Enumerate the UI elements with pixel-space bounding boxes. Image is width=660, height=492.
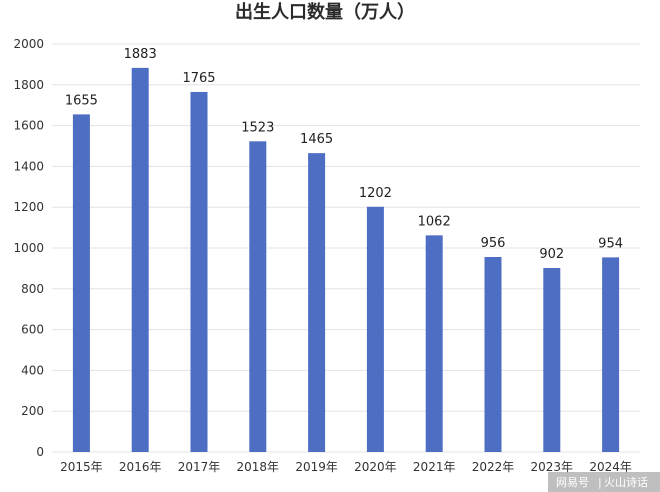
y-tick-label: 1000 <box>13 241 44 255</box>
y-tick-label: 0 <box>36 445 44 459</box>
watermark: 网易号 | 火山诗话 <box>548 472 660 492</box>
bar <box>543 267 561 452</box>
bar-value-label: 1202 <box>359 186 392 201</box>
x-tick-label: 2017年 <box>178 460 221 474</box>
y-tick-label: 1400 <box>13 159 44 173</box>
x-tick-label: 2018年 <box>237 460 280 474</box>
bar-value-label: 1523 <box>241 120 274 135</box>
x-tick-label: 2024年 <box>589 460 632 474</box>
y-tick-label: 1200 <box>13 200 44 214</box>
bar <box>308 153 326 452</box>
value-labels: 1655 1883 1765 1523 1465 1202 1062 956 902 954 <box>65 47 623 262</box>
y-tick-label: 1800 <box>13 78 44 92</box>
bar-value-label: 1655 <box>65 93 98 108</box>
watermark-divider: | <box>598 476 602 489</box>
bar <box>425 235 443 452</box>
bar <box>72 114 90 452</box>
x-axis: 2015年 2016年 2017年 2018年 2019年 2020年 2021年 2022年… <box>60 460 632 474</box>
bar <box>366 206 384 452</box>
x-tick-label: 2015年 <box>60 460 103 474</box>
x-tick-label: 2016年 <box>119 460 162 474</box>
y-tick-label: 600 <box>21 323 44 337</box>
x-tick-label: 2023年 <box>531 460 574 474</box>
watermark-author: 火山诗话 <box>604 475 648 489</box>
grid-lines <box>52 43 640 453</box>
bar <box>131 67 149 453</box>
y-tick-label: 1600 <box>13 119 44 133</box>
x-tick-label: 2022年 <box>472 460 515 474</box>
y-tick-label: 400 <box>21 363 44 377</box>
bar-value-label: 902 <box>539 247 564 262</box>
bar <box>190 91 208 452</box>
x-tick-label: 2020年 <box>354 460 397 474</box>
bar <box>484 256 502 452</box>
chart-title: 出生人口数量（万人） <box>235 1 415 23</box>
x-tick-label: 2021年 <box>413 460 456 474</box>
bar-value-label: 1883 <box>124 47 157 62</box>
x-tick-label: 2019年 <box>295 460 338 474</box>
watermark-source: 网易号 <box>556 476 589 489</box>
y-tick-label: 2000 <box>13 37 44 51</box>
bar-value-label: 1465 <box>300 132 333 147</box>
y-axis: 0 200 400 600 800 1000 1200 1400 1600 1800 2000 <box>13 37 44 459</box>
bar-value-label: 1765 <box>182 71 215 86</box>
y-tick-label: 800 <box>21 282 44 296</box>
bar-value-label: 1062 <box>418 214 451 229</box>
bar-value-label: 954 <box>598 236 623 251</box>
bar <box>602 257 620 452</box>
bar <box>249 141 267 453</box>
bars <box>72 67 620 453</box>
y-tick-label: 200 <box>21 404 44 418</box>
bar-value-label: 956 <box>481 236 506 251</box>
